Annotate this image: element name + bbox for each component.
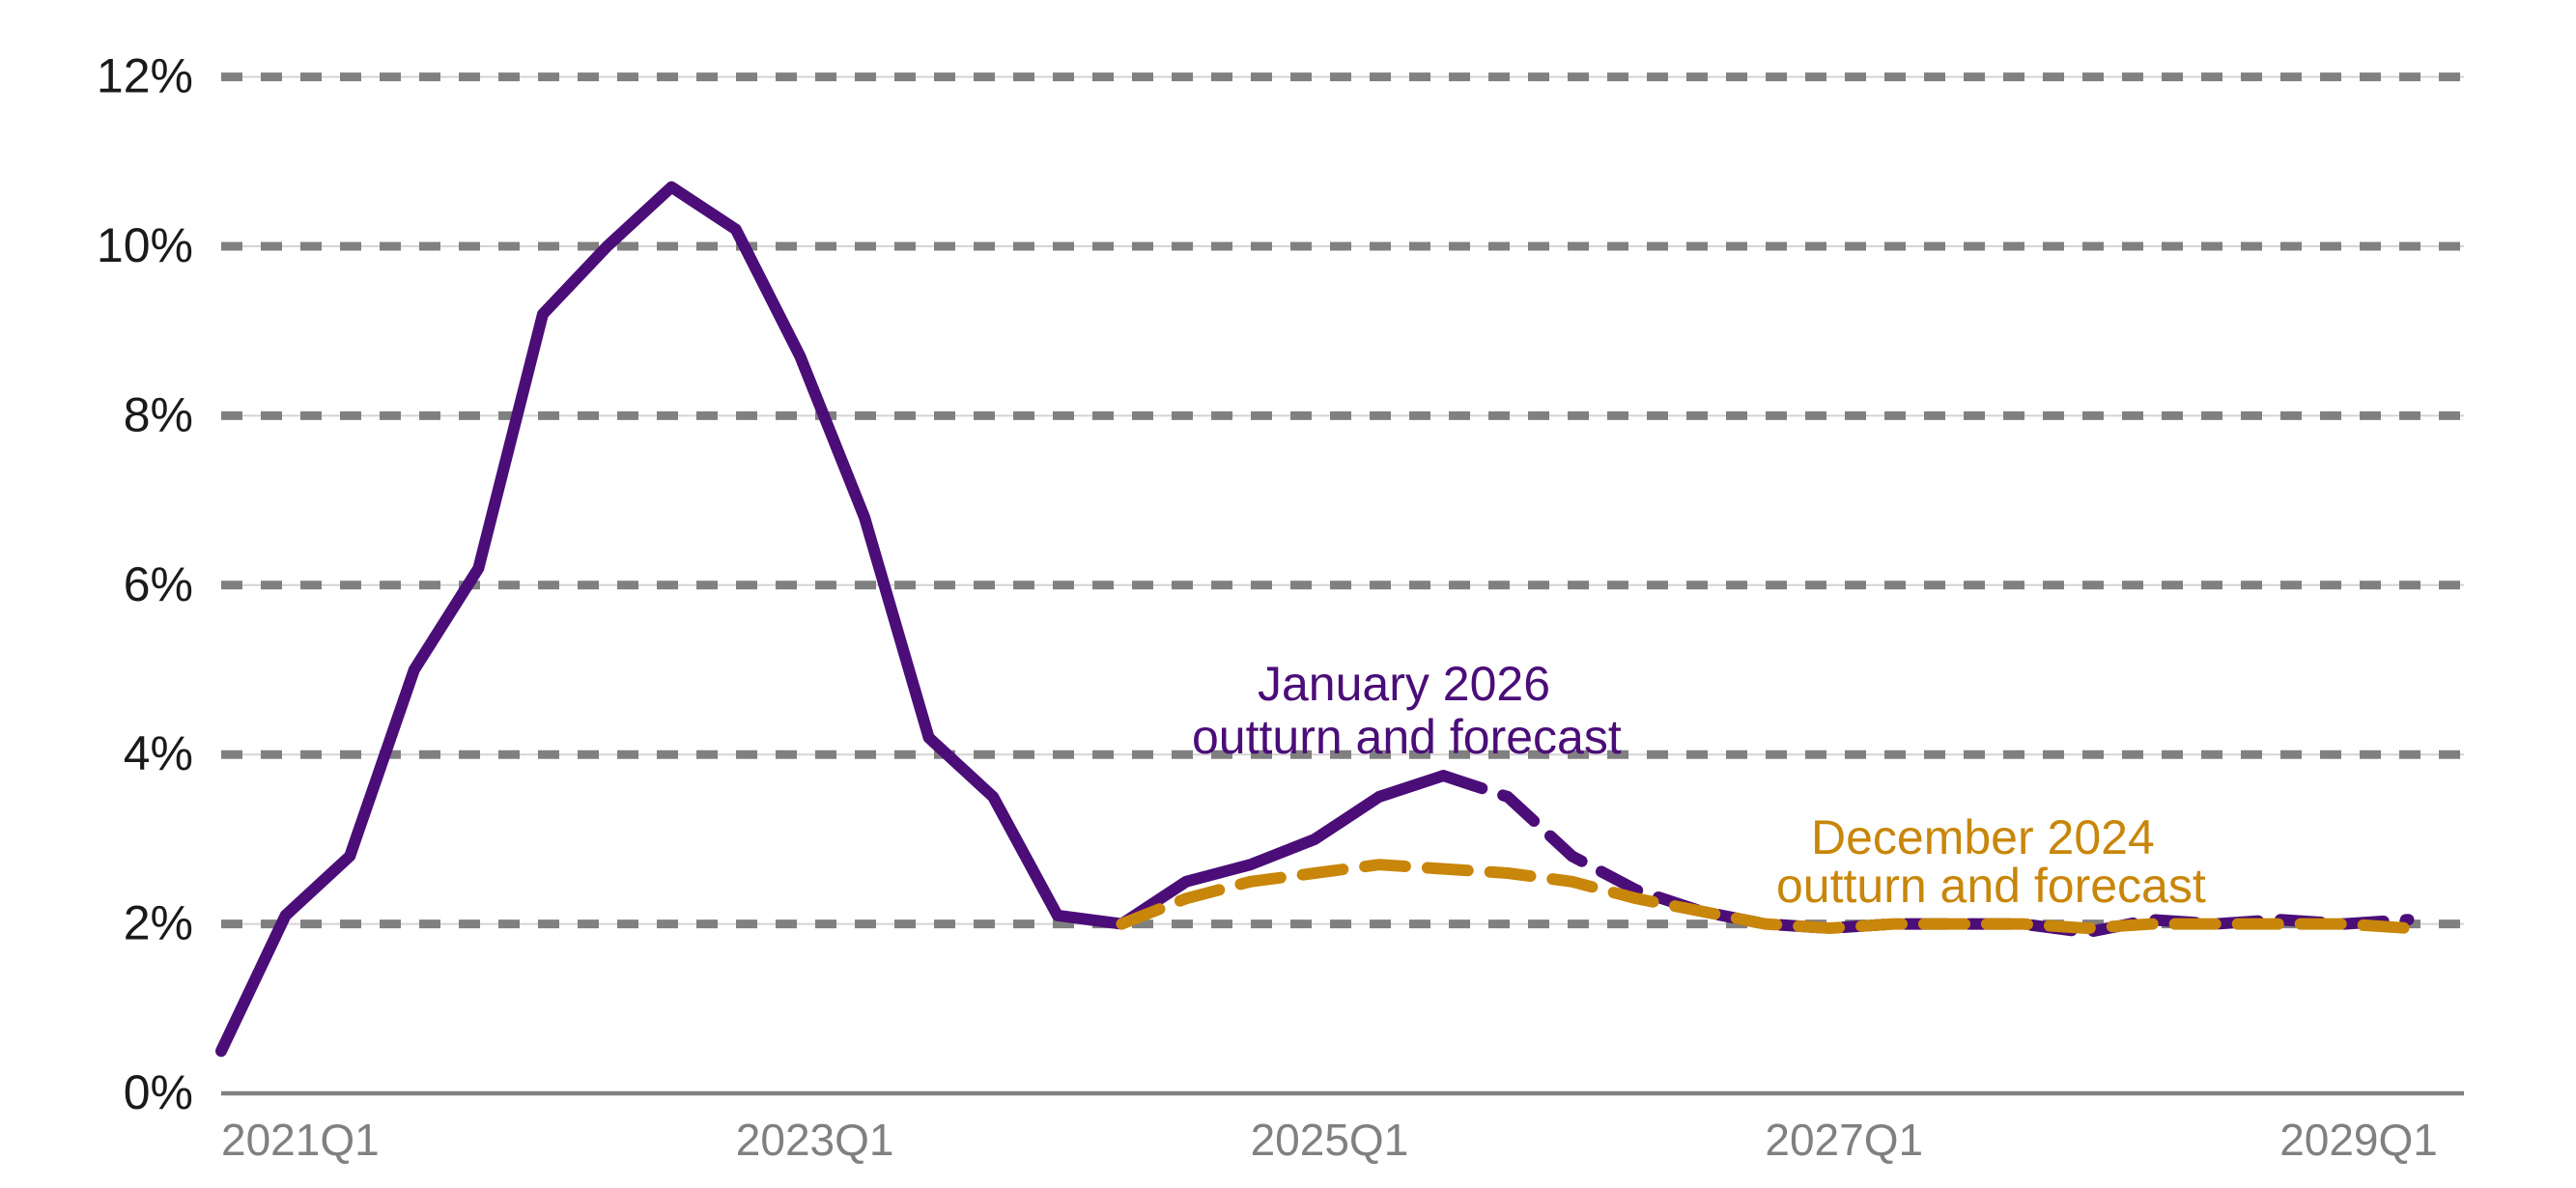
svg-text:2027Q1: 2027Q1: [1765, 1115, 1923, 1165]
svg-text:outturn and forecast: outturn and forecast: [1776, 859, 2206, 913]
svg-text:December 2024: December 2024: [1811, 810, 2155, 864]
svg-text:10%: 10%: [97, 218, 193, 272]
svg-text:2%: 2%: [124, 896, 193, 950]
svg-text:2023Q1: 2023Q1: [736, 1115, 894, 1165]
svg-text:12%: 12%: [97, 49, 193, 103]
svg-text:January 2026: January 2026: [1258, 657, 1550, 711]
svg-text:6%: 6%: [124, 557, 193, 611]
svg-text:2029Q1: 2029Q1: [2279, 1115, 2438, 1165]
svg-text:0%: 0%: [124, 1065, 193, 1119]
svg-text:2025Q1: 2025Q1: [1251, 1115, 1409, 1165]
svg-text:outturn and forecast: outturn and forecast: [1192, 710, 1622, 764]
svg-text:2021Q1: 2021Q1: [221, 1115, 380, 1165]
svg-text:4%: 4%: [124, 726, 193, 780]
svg-text:8%: 8%: [124, 387, 193, 441]
